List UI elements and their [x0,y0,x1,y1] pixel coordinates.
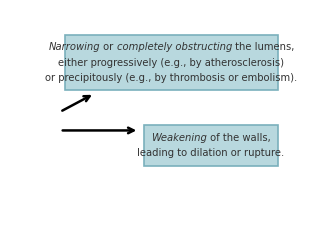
Text: completely obstructing: completely obstructing [116,42,232,52]
FancyBboxPatch shape [65,35,278,90]
Text: Narrowing: Narrowing [49,42,100,52]
Text: Weakening: Weakening [151,133,207,143]
Text: or: or [100,42,116,52]
Text: of the walls,: of the walls, [207,133,271,143]
FancyBboxPatch shape [144,125,278,166]
Text: leading to dilation or rupture.: leading to dilation or rupture. [138,148,285,158]
Text: the lumens,: the lumens, [232,42,294,52]
Text: or precipitously (e.g., by thrombosis or embolism).: or precipitously (e.g., by thrombosis or… [45,73,298,83]
Text: either progressively (e.g., by atherosclerosis): either progressively (e.g., by atheroscl… [59,58,284,67]
